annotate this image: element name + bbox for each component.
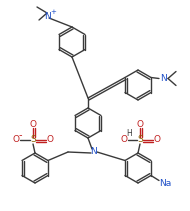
Text: O: O: [154, 135, 161, 145]
Text: S: S: [30, 135, 36, 145]
Text: N: N: [91, 147, 97, 157]
Text: O: O: [29, 119, 36, 128]
Text: O: O: [47, 135, 54, 145]
Text: O: O: [13, 135, 20, 145]
Text: O: O: [136, 119, 143, 128]
Text: +: +: [50, 9, 56, 15]
Text: N: N: [161, 74, 167, 83]
Text: Na: Na: [159, 179, 171, 188]
Text: -: -: [18, 130, 22, 140]
Text: N: N: [44, 12, 50, 20]
Text: H: H: [126, 130, 132, 138]
Text: S: S: [137, 135, 143, 145]
Text: O: O: [120, 135, 127, 145]
